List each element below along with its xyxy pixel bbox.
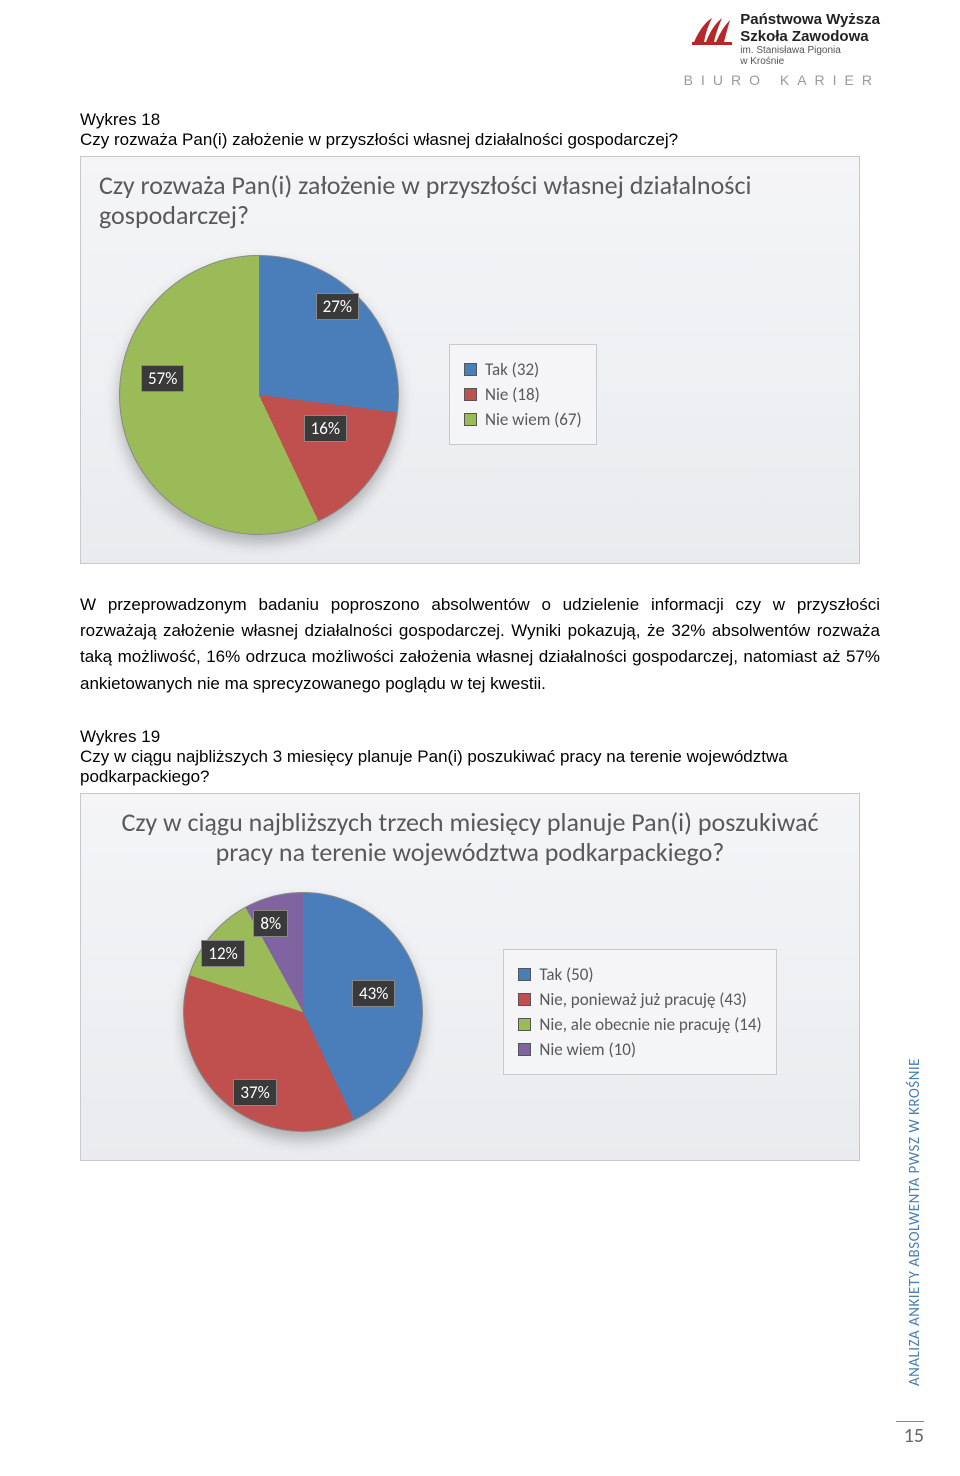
pct-label-27: 27% (316, 293, 359, 320)
legend-swatch-icon (518, 993, 531, 1006)
biuro-karier-label: BIURO KARIER (684, 72, 880, 88)
wykres19-pie: 8% 12% 43% 37% (163, 882, 443, 1142)
wykres18-chart-title: Czy rozważa Pan(i) założenie w przyszłoś… (99, 171, 841, 231)
legend-item: Nie (18) (464, 384, 582, 405)
legend-label: Nie wiem (67) (485, 409, 582, 430)
pct-label-43: 43% (352, 980, 395, 1007)
legend-swatch-icon (518, 1018, 531, 1031)
legend-label: Nie (18) (485, 384, 540, 405)
wykres19-label: Wykres 19 (80, 727, 880, 747)
wykres18-chart-panel: Czy rozważa Pan(i) założenie w przyszłoś… (80, 156, 860, 564)
institution-name: Państwowa Wyższa Szkoła Zawodowa im. Sta… (740, 12, 880, 67)
pct-label-12: 12% (201, 940, 244, 967)
legend-swatch-icon (464, 388, 477, 401)
legend-item: Tak (50) (518, 964, 761, 985)
legend-swatch-icon (518, 968, 531, 981)
vertical-side-text: ANALIZA ANKIETY ABSOLWENTA PWSZ W KROŚNI… (906, 1058, 924, 1386)
institution-line4: w Krośnie (740, 56, 880, 67)
wykres19-chart-title: Czy w ciągu najbliższych trzech miesięcy… (99, 808, 841, 868)
legend-swatch-icon (464, 413, 477, 426)
wykres18-label: Wykres 18 (80, 110, 880, 130)
wykres19-legend: Tak (50) Nie, ponieważ już pracuję (43) … (503, 949, 776, 1075)
legend-item: Nie, ale obecnie nie pracuję (14) (518, 1014, 761, 1035)
institution-line2: Szkoła Zawodowa (740, 29, 880, 46)
wykres18-caption: Czy rozważa Pan(i) założenie w przyszłoś… (80, 130, 880, 150)
pct-label-57: 57% (141, 365, 184, 392)
pct-label-16: 16% (304, 415, 347, 442)
legend-swatch-icon (518, 1043, 531, 1056)
legend-label: Tak (32) (485, 359, 539, 380)
wykres19-caption: Czy w ciągu najbliższych 3 miesięcy plan… (80, 747, 880, 787)
legend-item: Nie, ponieważ już pracuję (43) (518, 989, 761, 1010)
logo-icon (692, 12, 732, 48)
pct-label-37: 37% (233, 1079, 276, 1106)
legend-label: Nie wiem (10) (539, 1039, 636, 1060)
paragraph-1: W przeprowadzonym badaniu poproszono abs… (80, 592, 880, 697)
wykres18-pie: 27% 16% 57% (99, 245, 419, 545)
legend-swatch-icon (464, 363, 477, 376)
pct-label-8: 8% (253, 910, 288, 937)
wykres19-chart-panel: Czy w ciągu najbliższych trzech miesięcy… (80, 793, 860, 1161)
institution-line1: Państwowa Wyższa (740, 12, 880, 29)
legend-item: Nie wiem (67) (464, 409, 582, 430)
legend-label: Tak (50) (539, 964, 593, 985)
page-number: 15 (896, 1421, 924, 1448)
institution-line3: im. Stanisława Pigonia (740, 45, 880, 56)
legend-label: Nie, ponieważ już pracuję (43) (539, 989, 746, 1010)
legend-label: Nie, ale obecnie nie pracuję (14) (539, 1014, 761, 1035)
institution-logo-block: Państwowa Wyższa Szkoła Zawodowa im. Sta… (692, 12, 880, 67)
legend-item: Nie wiem (10) (518, 1039, 761, 1060)
wykres18-legend: Tak (32) Nie (18) Nie wiem (67) (449, 344, 597, 445)
legend-item: Tak (32) (464, 359, 582, 380)
